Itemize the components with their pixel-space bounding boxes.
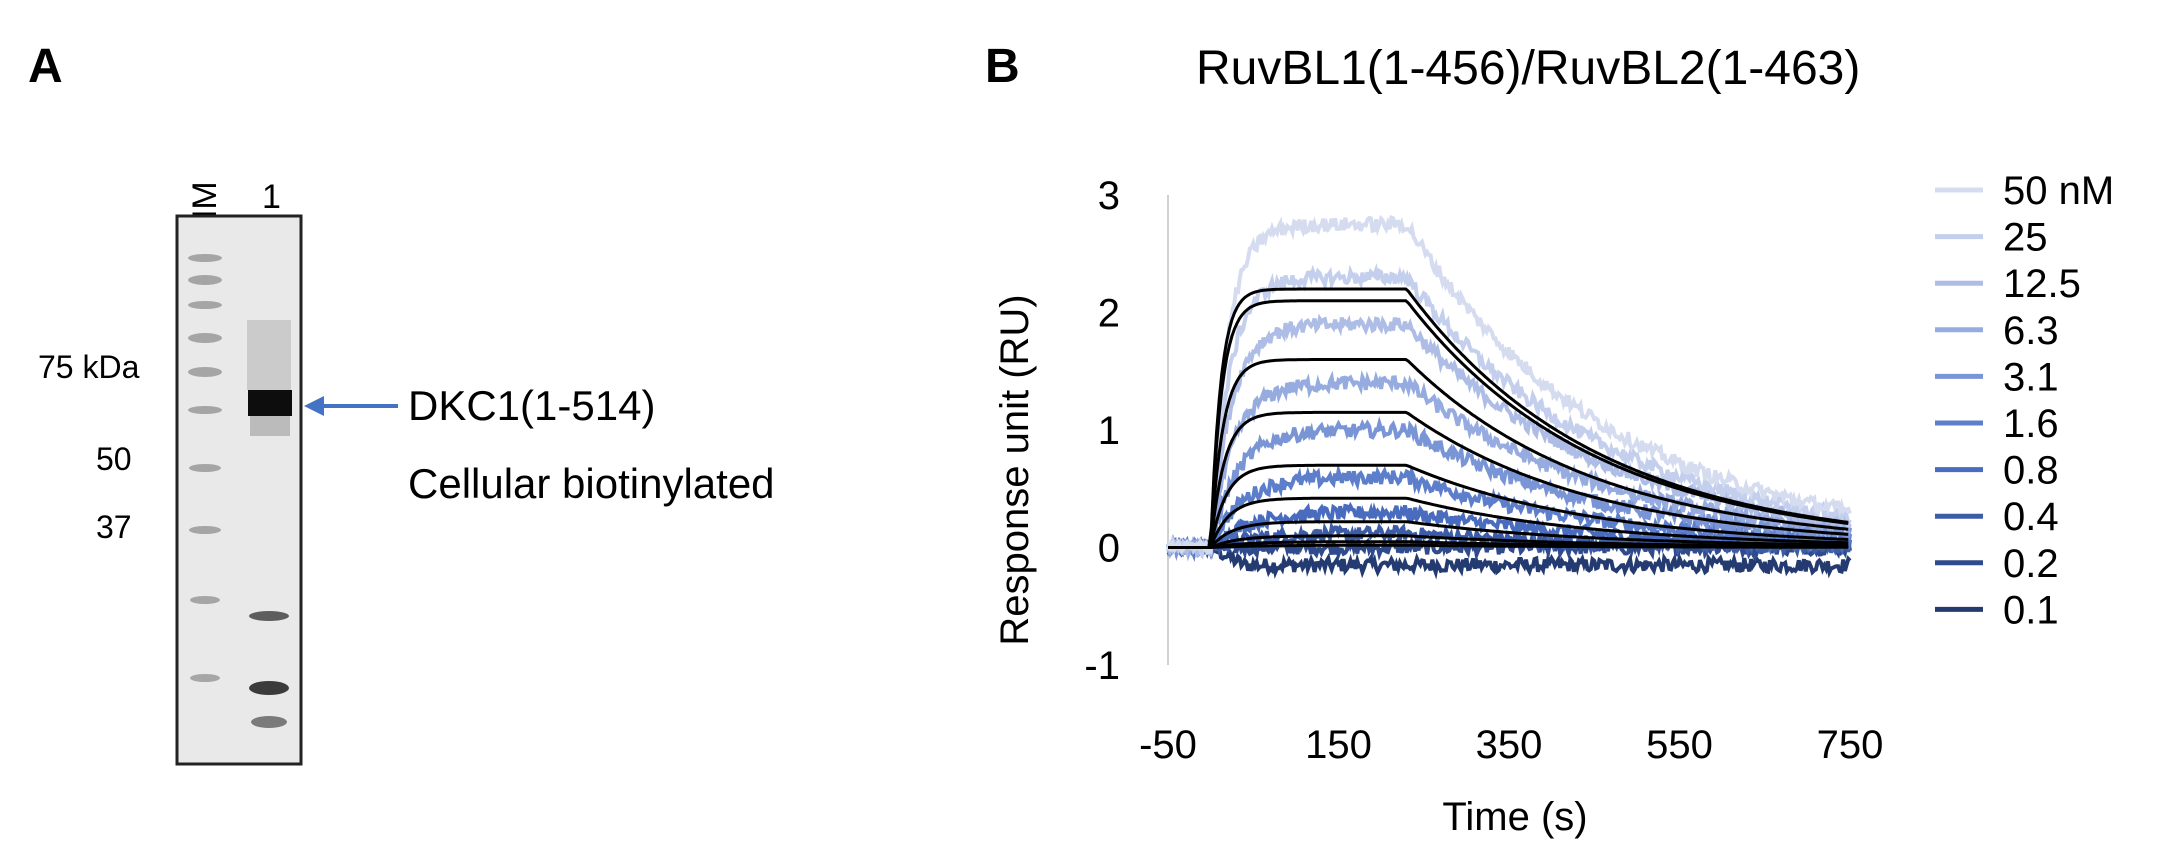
- legend-label: 12.5: [2003, 262, 2081, 306]
- mw-marker-50: 50: [96, 441, 132, 477]
- sensorgram-line: [1166, 534, 1852, 580]
- fit-line: [1168, 299, 1849, 549]
- mw-marker-75: 75 kDa: [38, 349, 140, 385]
- lane-label-1: 1: [262, 178, 281, 216]
- legend-label: 0.2: [2003, 542, 2059, 586]
- fit-line: [1168, 496, 1849, 549]
- fit-line: [1168, 410, 1849, 549]
- x-tick-label: 150: [1305, 723, 1372, 767]
- x-tick-label: 750: [1817, 723, 1884, 767]
- y-tick-label: 3: [1098, 174, 1120, 218]
- panel-b: B RuvBL1(1-456)/RuvBL2(1-463) Response u…: [985, 40, 2114, 839]
- x-tick-label: 350: [1476, 723, 1543, 767]
- y-tick-label: 0: [1098, 527, 1120, 571]
- fit-line: [1168, 520, 1849, 549]
- legend-label: 0.1: [2003, 588, 2059, 632]
- y-tick-label: 1: [1098, 409, 1120, 453]
- legend-label: 3.1: [2003, 355, 2059, 399]
- y-tick-labels: 3 2 1 0 -1: [1084, 174, 1120, 688]
- sensorgram-line: [1166, 214, 1852, 556]
- legend-label: 0.8: [2003, 449, 2059, 493]
- band-label-protein: DKC1(1-514): [408, 382, 655, 429]
- legend-label: 25: [2003, 216, 2048, 260]
- mw-marker-37: 37: [96, 509, 132, 545]
- chart-title: RuvBL1(1-456)/RuvBL2(1-463): [1196, 42, 1860, 95]
- legend-label: 1.6: [2003, 402, 2059, 446]
- sensorgram-line: [1166, 369, 1852, 562]
- legend-label: 50 nM: [2003, 169, 2114, 213]
- western-blot: [175, 214, 303, 766]
- legend-label: 0.4: [2003, 495, 2059, 539]
- fit-line: [1168, 358, 1849, 549]
- y-tick-label: -1: [1084, 644, 1120, 688]
- x-tick-label: -50: [1139, 723, 1197, 767]
- band-label-description: Cellular biotinylated: [408, 460, 775, 507]
- panel-a-letter: A: [28, 40, 63, 93]
- panel-a: A MM 1: [28, 40, 775, 766]
- fit-line: [1168, 287, 1849, 549]
- fit-line: [1168, 463, 1849, 549]
- sensorgram-line: [1166, 262, 1852, 560]
- band-arrow: [304, 396, 398, 416]
- x-tick-labels: -50 150 350 550 750: [1139, 723, 1883, 767]
- y-tick-label: 2: [1098, 292, 1120, 336]
- fit-curves: [1168, 287, 1849, 549]
- fit-line: [1168, 543, 1849, 549]
- y-axis-label: Response unit (RU): [993, 294, 1037, 645]
- panel-b-letter: B: [985, 40, 1020, 93]
- x-tick-label: 550: [1646, 723, 1713, 767]
- sensorgram-line: [1166, 416, 1852, 562]
- x-axis-label: Time (s): [1442, 795, 1587, 839]
- legend-label: 6.3: [2003, 309, 2059, 353]
